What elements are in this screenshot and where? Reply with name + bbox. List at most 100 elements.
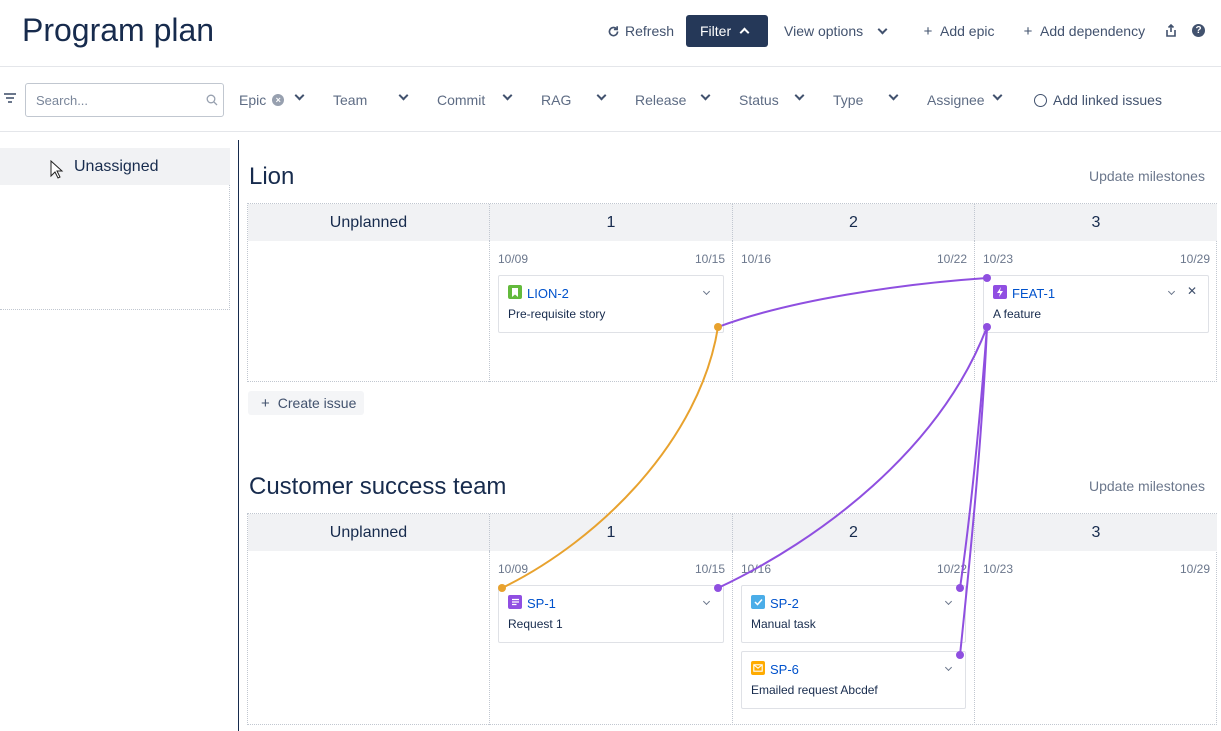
chevron-down-icon [502,90,513,101]
issue-key[interactable]: SP-6 [770,662,799,677]
column-header-sprint-3: 3 [974,514,1217,551]
help-icon[interactable]: ? [1192,24,1205,37]
status-filter[interactable]: Status [739,88,805,112]
issue-key[interactable]: SP-2 [770,596,799,611]
filter-icon[interactable] [4,93,16,105]
search-box[interactable] [25,83,224,117]
pane-divider[interactable] [238,140,239,731]
unassigned-item[interactable]: Unassigned [0,148,230,185]
update-milestones-link[interactable]: Update milestones [1089,478,1205,494]
team-filter[interactable]: Team [333,88,409,112]
chevron-down-icon [398,90,409,101]
chevron-down-icon[interactable] [702,287,711,296]
assignee-filter[interactable]: Assignee [927,88,1003,112]
issue-summary: Request 1 [508,617,563,631]
view-options-button[interactable]: View options [784,15,888,47]
commit-filter-label: Commit [437,92,486,108]
issue-key[interactable]: LION-2 [527,286,569,301]
epic-filter[interactable]: Epic × [239,88,305,112]
type-filter[interactable]: Type [833,88,899,112]
issue-card[interactable]: SP-2 Manual task [741,585,966,643]
column-divider [489,241,490,382]
clear-icon[interactable]: × [272,94,285,106]
chevron-down-icon [294,90,305,101]
column-header-sprint-1: 1 [489,514,732,551]
plus-icon: + [923,22,933,40]
story-icon [508,285,522,299]
close-icon[interactable]: ✕ [1187,284,1198,298]
chevron-down-icon [700,90,711,101]
create-issue-label: Create issue [277,395,357,411]
radio-icon [1034,93,1047,107]
issue-summary: Pre-requisite story [508,307,606,321]
issue-key[interactable]: FEAT-1 [1012,286,1056,301]
column-divider [489,551,490,725]
chevron-up-icon [739,27,750,38]
team-title: Lion [249,163,295,190]
refresh-button[interactable]: Refresh [606,15,674,47]
column-header-sprint-2: 2 [732,514,974,551]
issue-key[interactable]: SP-1 [527,596,556,611]
column-divider [974,241,975,382]
share-icon[interactable] [1165,23,1177,43]
add-epic-button[interactable]: + Add epic [921,15,995,47]
email-request-icon [751,661,765,675]
sprint-start-date: 10/09 [498,252,529,266]
sprint-end-date: 10/15 [695,252,726,266]
column-divider [974,551,975,725]
chevron-down-icon [888,90,899,101]
issue-card[interactable]: FEAT-1 ✕ A feature [983,275,1209,333]
create-issue-button[interactable]: + Create issue [248,391,364,415]
search-input[interactable] [26,84,186,116]
mouse-cursor-icon [50,159,64,185]
status-filter-label: Status [739,92,779,108]
issue-summary: Emailed request Abcdef [751,683,878,697]
team-title: Customer success team [249,473,507,500]
sprint-end-date: 10/15 [695,562,726,576]
add-dependency-button[interactable]: + Add dependency [1021,15,1145,47]
chevron-down-icon[interactable] [944,597,953,606]
issue-card[interactable]: SP-6 Emailed request Abcdef [741,651,966,709]
feature-icon [993,285,1007,299]
chevron-down-icon[interactable] [702,597,711,606]
column-header-sprint-1: 1 [489,204,732,241]
chevron-down-icon[interactable] [1167,287,1176,296]
plus-icon: + [261,394,270,412]
issue-card[interactable]: LION-2 Pre-requisite story [498,275,724,333]
add-epic-label: Add epic [940,23,995,39]
release-filter-label: Release [635,92,687,108]
sprint-end-date: 10/29 [1180,252,1211,266]
filter-button[interactable]: Filter [686,15,768,47]
rag-filter[interactable]: RAG [541,88,607,112]
epic-filter-label: Epic [239,92,267,108]
team-board: Unplanned 1 2 3 10/09 10/15 10/16 10/22 … [247,203,1217,382]
release-filter[interactable]: Release [635,88,711,112]
issue-summary: Manual task [751,617,816,631]
refresh-label: Refresh [625,23,675,39]
update-milestones-link[interactable]: Update milestones [1089,168,1205,184]
chevron-down-icon [794,90,805,101]
team-filter-label: Team [333,92,368,108]
task-icon [751,595,765,609]
add-dependency-label: Add dependency [1040,23,1146,39]
column-header-sprint-3: 3 [974,204,1217,241]
chevron-down-icon [877,24,888,34]
sprint-start-date: 10/16 [741,252,772,266]
chevron-down-icon [596,90,607,101]
sprint-start-date: 10/23 [983,252,1014,266]
chevron-down-icon[interactable] [944,663,953,672]
commit-filter[interactable]: Commit [437,88,513,112]
sprint-end-date: 10/22 [937,562,968,576]
plus-icon: + [1023,22,1033,40]
sprint-end-date: 10/22 [937,252,968,266]
sprint-start-date: 10/09 [498,562,529,576]
search-icon [206,93,218,106]
team-board: Unplanned 1 2 3 10/09 10/15 10/16 10/22 … [247,513,1217,725]
sprint-start-date: 10/23 [983,562,1014,576]
request-icon [508,595,522,609]
add-linked-issues-toggle[interactable]: Add linked issues [1034,88,1162,112]
column-header-unplanned: Unplanned [248,204,489,241]
chevron-down-icon [992,90,1003,101]
type-filter-label: Type [833,92,864,108]
issue-card[interactable]: SP-1 Request 1 [498,585,724,643]
